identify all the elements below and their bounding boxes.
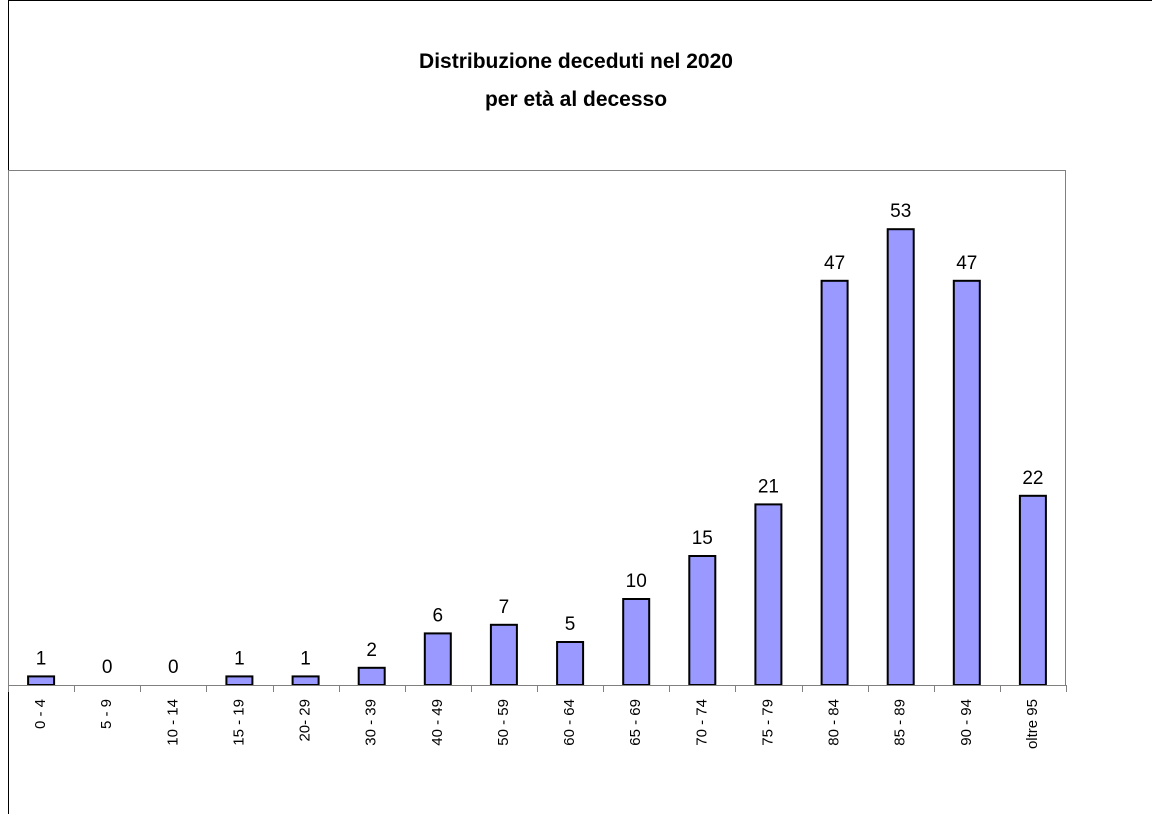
bar: [225, 675, 254, 687]
chart-title-line-1: Distribuzione deceduti nel 2020: [419, 50, 733, 73]
x-tick-label: 30 - 39: [363, 699, 380, 746]
x-tick-label: 50 - 59: [495, 699, 512, 746]
bar: [820, 279, 849, 686]
bar: [423, 632, 452, 687]
chart-title-line-2: per età al decesso: [485, 88, 667, 111]
bar: [556, 641, 585, 686]
bar-value-label: 1: [234, 648, 245, 669]
bar: [688, 555, 717, 686]
x-tick-label: 10 - 14: [164, 699, 181, 746]
bar: [952, 279, 981, 686]
bar-value-label: 7: [499, 597, 510, 618]
bar-value-label: 47: [956, 253, 977, 274]
x-tick-label: 80 - 84: [826, 699, 843, 746]
bar-value-label: 10: [626, 571, 647, 592]
bar: [886, 228, 915, 686]
x-tick-label: 85 - 89: [892, 699, 909, 746]
bar: [754, 503, 783, 686]
x-tick-label: 60 - 64: [561, 699, 578, 746]
bar: [291, 675, 320, 687]
bar-value-label: 5: [565, 614, 576, 635]
bar-value-label: 1: [300, 648, 311, 669]
x-tick-label: 70 - 74: [693, 699, 710, 746]
x-tick-label: 40 - 49: [429, 699, 446, 746]
bar-value-label: 1: [36, 648, 47, 669]
bar-value-label: 2: [366, 640, 377, 661]
x-tick-label: 15 - 19: [230, 699, 247, 746]
bar: [622, 598, 651, 686]
bar: [27, 675, 56, 687]
x-tick-label: 20- 29: [297, 699, 314, 742]
x-tick-label: 5 - 9: [98, 699, 115, 729]
x-tick-label: 75 - 79: [759, 699, 776, 746]
x-tick-labels-group: 0 - 4 5 - 9 10 - 14 15 - 19 20- 29 30 - 39 40 …: [32, 699, 1041, 749]
x-tick-label: 65 - 69: [627, 699, 644, 746]
bar-value-label: 21: [758, 476, 779, 497]
bars-group: [27, 228, 1047, 687]
x-tick-label: oltre 95: [1024, 699, 1041, 749]
bar-value-label: 15: [692, 528, 713, 549]
bar: [357, 666, 386, 686]
bar: [489, 623, 518, 686]
bar-value-label: 0: [168, 657, 179, 678]
bar-value-label: 53: [890, 201, 911, 222]
bar-value-label: 47: [824, 253, 845, 274]
bar-value-label: 22: [1022, 468, 1043, 489]
x-tick-label: 90 - 94: [958, 699, 975, 746]
x-ticks-group: [8, 685, 1067, 692]
bar-value-label: 6: [433, 605, 444, 626]
bar-value-label: 0: [102, 657, 113, 678]
bar: [1018, 494, 1047, 686]
x-tick-label: 0 - 4: [32, 699, 49, 729]
